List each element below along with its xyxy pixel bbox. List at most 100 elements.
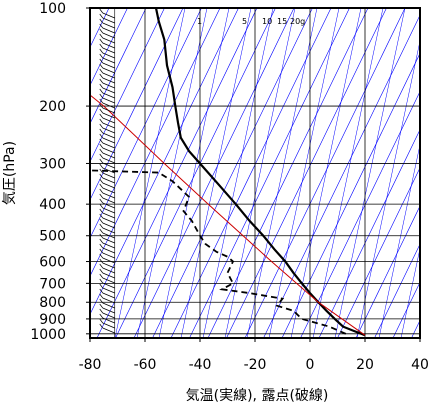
wind-barb-flag bbox=[99, 253, 104, 259]
wind-barb-flag bbox=[99, 248, 104, 254]
wind-barb bbox=[102, 312, 115, 319]
wind-barb bbox=[102, 212, 115, 219]
mixing-ratio-label: 20g bbox=[290, 17, 305, 26]
wind-barb-flag bbox=[99, 53, 104, 59]
mixing-ratio-label: 10 bbox=[262, 17, 272, 26]
isotherm-line bbox=[90, 8, 202, 239]
y-tick-label: 700 bbox=[39, 276, 66, 292]
wind-barb-flag bbox=[99, 183, 104, 189]
wind-barb-flag bbox=[99, 303, 104, 309]
wind-barb-flag bbox=[99, 313, 104, 319]
wind-barb-flag bbox=[99, 238, 104, 244]
wind-barb-flag bbox=[99, 163, 104, 169]
wind-barb-flag bbox=[99, 178, 104, 184]
mixing-ratio-line bbox=[334, 8, 406, 338]
isotherm-line bbox=[90, 8, 128, 87]
wind-barb-flag bbox=[99, 18, 104, 24]
wind-barb bbox=[102, 127, 115, 134]
wind-barb bbox=[102, 297, 115, 304]
isotherm-line bbox=[244, 8, 406, 338]
wind-barb-flag bbox=[99, 58, 104, 64]
isotherm-line bbox=[115, 8, 276, 338]
wind-barb bbox=[102, 32, 115, 39]
isotherm-line bbox=[263, 14, 420, 338]
mixing-ratio-line bbox=[202, 8, 274, 338]
wind-barb bbox=[102, 247, 115, 254]
wind-barb bbox=[102, 222, 115, 229]
wind-barb-flag bbox=[99, 38, 104, 44]
x-axis-title: 気温(実線), 露点(破線) bbox=[186, 388, 329, 404]
wind-barb-flag bbox=[99, 138, 104, 144]
sounding-series bbox=[90, 8, 366, 337]
wind-barb bbox=[102, 42, 115, 49]
wind-barb bbox=[102, 252, 115, 259]
isotherm-line bbox=[152, 8, 313, 338]
wind-barb bbox=[102, 152, 115, 159]
wind-barb bbox=[102, 162, 115, 169]
x-tick-label: -80 bbox=[79, 357, 102, 373]
wind-barb-flag bbox=[99, 153, 104, 159]
x-axis-ticks: -80 -60 -40 -20 0 20 40 bbox=[79, 338, 429, 373]
mixing-ratio-line bbox=[158, 8, 230, 338]
wind-barb bbox=[102, 47, 115, 54]
wind-barb bbox=[102, 202, 115, 209]
y-tick-label: 500 bbox=[39, 229, 66, 245]
wind-barb-flag bbox=[99, 93, 104, 99]
wind-barb bbox=[102, 242, 115, 249]
mixing-ratio-label: 5 bbox=[242, 17, 247, 26]
wind-barb bbox=[102, 307, 115, 314]
y-tick-label: 400 bbox=[39, 197, 66, 213]
x-tick-label: -20 bbox=[244, 357, 267, 373]
mixing-ratio-line bbox=[378, 143, 420, 338]
wind-barb bbox=[102, 17, 115, 24]
x-tick-label: 40 bbox=[411, 357, 429, 373]
wind-barb-flag bbox=[99, 13, 104, 19]
wind-barb-flag bbox=[99, 308, 104, 314]
wind-barb-flag bbox=[99, 213, 104, 219]
pressure-gridlines bbox=[90, 8, 420, 338]
mixing-ratio-line bbox=[400, 247, 420, 338]
wind-barb bbox=[102, 112, 115, 119]
wind-barb bbox=[102, 67, 115, 74]
wind-barb bbox=[102, 187, 115, 194]
wind-barb-flag bbox=[99, 78, 104, 84]
isotherm-line bbox=[96, 8, 258, 338]
isotherm-line bbox=[90, 8, 165, 163]
x-tick-label: 20 bbox=[356, 357, 374, 373]
isotherm-line bbox=[374, 243, 420, 338]
wind-barb bbox=[102, 167, 115, 174]
wind-barb bbox=[102, 27, 115, 34]
y-tick-label: 800 bbox=[39, 295, 66, 311]
dewpoint-line bbox=[90, 169, 347, 335]
wind-barb bbox=[102, 92, 115, 99]
wind-barb-flag bbox=[99, 48, 104, 54]
wind-barb-flag bbox=[99, 173, 104, 179]
mixing-ratio-line bbox=[312, 8, 384, 338]
isotherm-line bbox=[90, 8, 147, 125]
wind-barb bbox=[102, 322, 115, 329]
wind-barb-flag bbox=[99, 318, 104, 324]
wind-barb-flag bbox=[99, 323, 104, 329]
wind-barb-flag bbox=[99, 28, 104, 34]
wind-barb bbox=[102, 122, 115, 129]
wind-barb-flag bbox=[99, 218, 104, 224]
wind-barb bbox=[102, 52, 115, 59]
wind-barb bbox=[102, 257, 115, 264]
wind-barb-flag bbox=[99, 208, 104, 214]
wind-barb-flag bbox=[99, 68, 104, 74]
x-tick-label: -40 bbox=[189, 357, 212, 373]
wind-barb-flag bbox=[99, 188, 104, 194]
y-tick-label: 100 bbox=[39, 1, 66, 17]
isotherm-line bbox=[411, 319, 420, 338]
wind-barb bbox=[102, 142, 115, 149]
mixing-ratio-line bbox=[423, 8, 431, 338]
wind-barb bbox=[102, 207, 115, 214]
wind-barb-flag bbox=[99, 158, 104, 164]
wind-barb-flag bbox=[99, 283, 104, 289]
wind-barb-flag bbox=[99, 203, 104, 209]
x-tick-label: -60 bbox=[134, 357, 157, 373]
wind-barb bbox=[102, 232, 115, 239]
y-tick-label: 600 bbox=[39, 255, 66, 271]
wind-barb bbox=[102, 227, 115, 234]
wind-barb-flag bbox=[99, 108, 104, 114]
